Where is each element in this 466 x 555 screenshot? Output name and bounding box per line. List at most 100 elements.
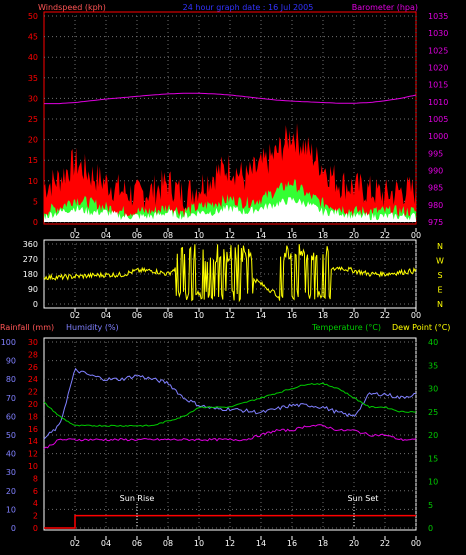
temperature-tick-labels: 0 5 10 15 20 25 30 35 40 [428,338,438,533]
barometer-tick: 990 [428,167,443,176]
humidity-tick: 40 [6,450,16,459]
windspeed-tick: 30 [28,94,38,103]
direction-tick: 0 [33,300,38,309]
x-tick-label: 02 [70,539,80,548]
compass-letter-n: N [437,242,443,251]
x-tick-label: 08 [163,311,173,320]
rainfall-tick: 26 [28,363,38,372]
rainfall-tick: 28 [28,350,38,359]
compass-letter-n: N [437,300,443,309]
barometer-tick: 995 [428,149,443,158]
direction-series [43,244,417,303]
humidity-tick: 10 [6,505,16,514]
x-tick-label: 22 [380,539,390,548]
x-tick-label: 14 [256,231,266,240]
windspeed-tick: 5 [33,197,38,206]
min-wind-area [44,197,416,222]
x-tick-label: 16 [287,539,297,548]
rainfall-line [44,514,416,529]
sunset-label: Sun Set [348,494,379,503]
rainfall-tick: 20 [28,400,38,409]
graph-title: 24 hour graph date : 16 Jul 2005 [183,3,314,12]
wind-panel-frame [43,11,417,225]
temperature-tick: 30 [428,385,438,394]
x-tick-label: 18 [318,311,328,320]
average-wind-area [44,179,416,222]
rainfall-tick: 24 [28,375,38,384]
temperature-tick: 25 [428,408,438,417]
direction-x-tick-labels: 02 04 06 08 10 12 14 16 18 20 22 00 [70,308,421,320]
barometer-tick: 1030 [428,29,448,38]
x-tick-label: 18 [318,231,328,240]
rainfall-tick: 8 [33,474,38,483]
barometer-tick: 975 [428,218,443,227]
x-tick-label: 12 [225,539,235,548]
windspeed-tick: 20 [28,136,38,145]
windspeed-tick: 50 [28,12,38,21]
barometer-tick: 1035 [428,12,448,21]
windspeed-tick: 25 [28,115,38,124]
windspeed-tick: 45 [28,33,38,42]
humidity-tick: 70 [6,394,16,403]
rainfall-tick: 18 [28,412,38,421]
humidity-tick: 30 [6,468,16,477]
x-tick-label: 10 [194,539,204,548]
wind-x-tick-labels: 02 04 06 08 10 12 14 16 18 20 22 00 [70,228,421,240]
windspeed-tick: 15 [28,156,38,165]
x-tick-label: 10 [194,311,204,320]
x-tick-label: 02 [70,231,80,240]
humidity-tick: 90 [6,357,16,366]
barometer-tick: 980 [428,201,443,210]
sunrise-label: Sun Rise [120,494,155,503]
temperature-line [43,382,417,427]
x-tick-label: 12 [225,231,235,240]
x-tick-label: 08 [163,539,173,548]
x-tick-label: 04 [101,311,111,320]
rainfall-axis-title: Rainfall (mm) [0,323,54,332]
temperature-tick: 0 [428,524,433,533]
direction-tick: 180 [23,270,38,279]
x-tick-label: 04 [101,231,111,240]
barometer-tick-labels: 975 980 985 990 995 1000 1005 1010 1015 1020 1025 1… [428,12,448,227]
windspeed-tick: 0 [33,218,38,227]
x-tick-label: 20 [349,311,359,320]
humidity-line [43,367,417,440]
rainfall-tick: 4 [33,499,38,508]
x-tick-label: 00 [411,311,421,320]
humidity-tick: 60 [6,412,16,421]
temperature-tick: 20 [428,431,438,440]
humidity-tick: 100 [1,338,16,347]
x-tick-label: 10 [194,231,204,240]
humidity-axis-title: Humidity (%) [66,323,119,332]
rainfall-tick: 0 [33,524,38,533]
rain-humidity-temp-series [43,367,417,529]
rainfall-tick: 14 [28,437,38,446]
rainfall-tick: 30 [28,338,38,347]
compass-letter-w: W [436,257,444,266]
x-tick-label: 20 [349,539,359,548]
x-tick-label: 00 [411,539,421,548]
dewpoint-axis-title: Dew Point (°C) [392,323,450,332]
x-tick-label: 16 [287,231,297,240]
rainfall-tick: 2 [33,512,38,521]
wind-series [44,92,417,222]
barometer-tick: 1020 [428,64,448,73]
humidity-tick: 20 [6,487,16,496]
x-tick-label: 06 [132,311,142,320]
temperature-axis-title: Temperature (°C) [311,323,381,332]
temperature-tick: 35 [428,361,438,370]
direction-tick: 270 [23,255,38,264]
x-tick-label: 12 [225,311,235,320]
x-tick-label: 08 [163,231,173,240]
compass-letter-s: S [437,271,442,280]
x-tick-label: 18 [318,539,328,548]
dewpoint-line [43,424,417,449]
x-tick-label: 06 [132,231,142,240]
windspeed-tick: 40 [28,53,38,62]
humidity-tick: 50 [6,431,16,440]
barometer-line [44,92,417,105]
barometer-tick: 1000 [428,132,448,141]
rainfall-tick: 16 [28,425,38,434]
